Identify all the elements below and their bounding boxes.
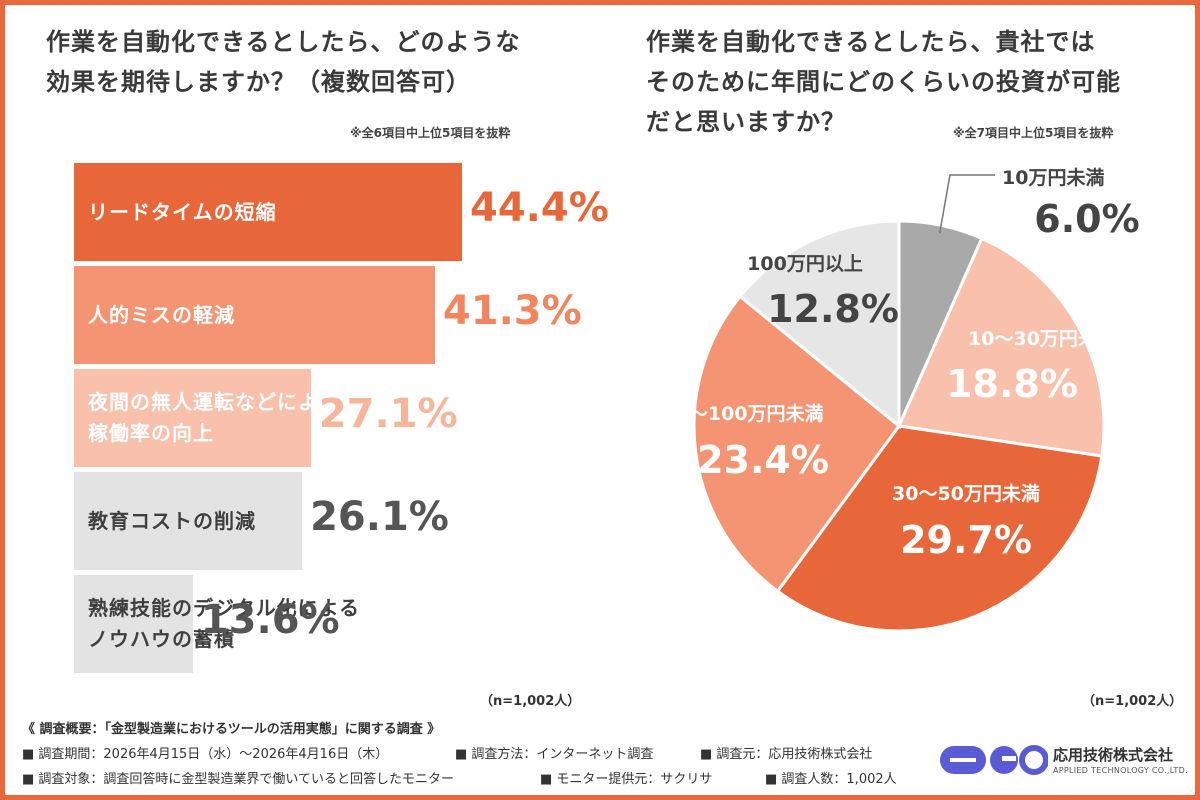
- pie-category-label-1: 10万円未満: [1002, 166, 1104, 189]
- right-sample-size: （n=1,002人）: [1082, 694, 1183, 709]
- survey-provider: ■ モニター提供元：サクリサ: [540, 772, 713, 787]
- right-title-line3: だと思いますか？: [646, 108, 846, 136]
- bar-label-line: ノウハウの蓄積: [88, 627, 235, 651]
- pie-slice-5: [738, 219, 901, 430]
- bar-3: [74, 369, 311, 467]
- pie-value-label-5: 12.8%: [767, 287, 899, 331]
- bar-1: [74, 163, 462, 261]
- bar-label-3: 夜間の無人運転などによる 稼働率の向上: [88, 387, 339, 449]
- bar-label-line: 熟練技能のデジタル化による: [88, 596, 360, 620]
- survey-method: ■ 調査方法：インターネット調査: [455, 747, 654, 762]
- bar-label-2: 人的ミスの軽減: [88, 300, 235, 331]
- bar-label-line: 夜間の無人運転などによる: [88, 390, 340, 414]
- company-name-en: APPLIED TECHNOLOGY CO.,LTD.: [1053, 766, 1188, 775]
- bar-label-line: 人的ミスの軽減: [88, 302, 235, 327]
- left-chart-note: ※全6項目中上位5項目を抜粋: [350, 126, 511, 140]
- right-title-line1: 作業を自動化できるとしたら、貴社では: [646, 28, 1096, 56]
- bar-value-5: 13.6%: [200, 597, 340, 643]
- bar-label-4: 教育コストの削減: [88, 506, 256, 537]
- pie-category-label-5: 100万円以上: [747, 253, 863, 275]
- survey-count: ■ 調査人数：1,002人: [765, 772, 897, 787]
- pie-slice-4: [692, 294, 902, 594]
- pie-category-label-4: 50～100万円未満: [662, 402, 823, 425]
- survey-period: ■ 調査期間：2026年4月15日（水）～2026年4月16日（木）: [22, 747, 389, 762]
- bar-2: [74, 266, 435, 364]
- pie-value-label-1: 6.0%: [1034, 197, 1139, 241]
- survey-target: ■ 調査対象：調査回答時に金型製造業界で働いていると回答したモニター: [22, 772, 455, 787]
- bar-label-5: 熟練技能のデジタル化による ノウハウの蓄積: [88, 593, 360, 655]
- left-sample-size: （n=1,002人）: [480, 694, 581, 709]
- survey-heading: 《 調査概要：「金型製造業におけるツールの活用実態」に関する調査 》: [22, 722, 441, 737]
- company-logo-icon: [940, 745, 1048, 775]
- right-chart-title: 作業を自動化できるとしたら、貴社では そのために年間にどのくらいの投資が可能 だ…: [646, 22, 1121, 142]
- pie-slice-2: [896, 236, 1106, 458]
- bar-value-1: 44.4%: [470, 185, 609, 231]
- bar-label-line: リードタイムの短縮: [88, 199, 277, 224]
- pie-leader-line: [938, 174, 995, 234]
- left-chart-title: 作業を自動化できるとしたら、どのような 効果を期待しますか？（複数回答可）: [46, 22, 521, 102]
- left-title-line1: 作業を自動化できるとしたら、どのような: [46, 28, 521, 56]
- bar-value-2: 41.3%: [442, 288, 582, 334]
- pie-category-label-3: 30～50万円未満: [892, 482, 1040, 505]
- pie-value-label-4: 23.4%: [697, 438, 829, 482]
- bar-value-3: 27.1%: [318, 391, 458, 437]
- pie-category-label-2: 10～30万円未満: [968, 327, 1116, 350]
- bar-label-line: 教育コストの削減: [88, 508, 256, 533]
- bar-5: [74, 575, 193, 673]
- bar-label-1: リードタイムの短縮: [88, 197, 277, 228]
- right-chart-note: ※全7項目中上位5項目を抜粋: [953, 126, 1114, 140]
- bar-label-line: 稼働率の向上: [88, 421, 214, 445]
- pie-value-label-3: 29.7%: [900, 518, 1032, 562]
- pie-value-label-2: 18.8%: [946, 362, 1078, 406]
- right-title-line2: そのために年間にどのくらいの投資が可能: [646, 68, 1121, 96]
- pie-slice-3: [775, 424, 1104, 633]
- left-title-line2: 効果を期待しますか？（複数回答可）: [46, 68, 471, 96]
- bar-4: [74, 472, 303, 570]
- company-name: 応用技術株式会社: [1053, 746, 1174, 764]
- survey-organizer: ■ 調査元：応用技術株式会社: [700, 747, 873, 762]
- bar-value-4: 26.1%: [310, 494, 449, 540]
